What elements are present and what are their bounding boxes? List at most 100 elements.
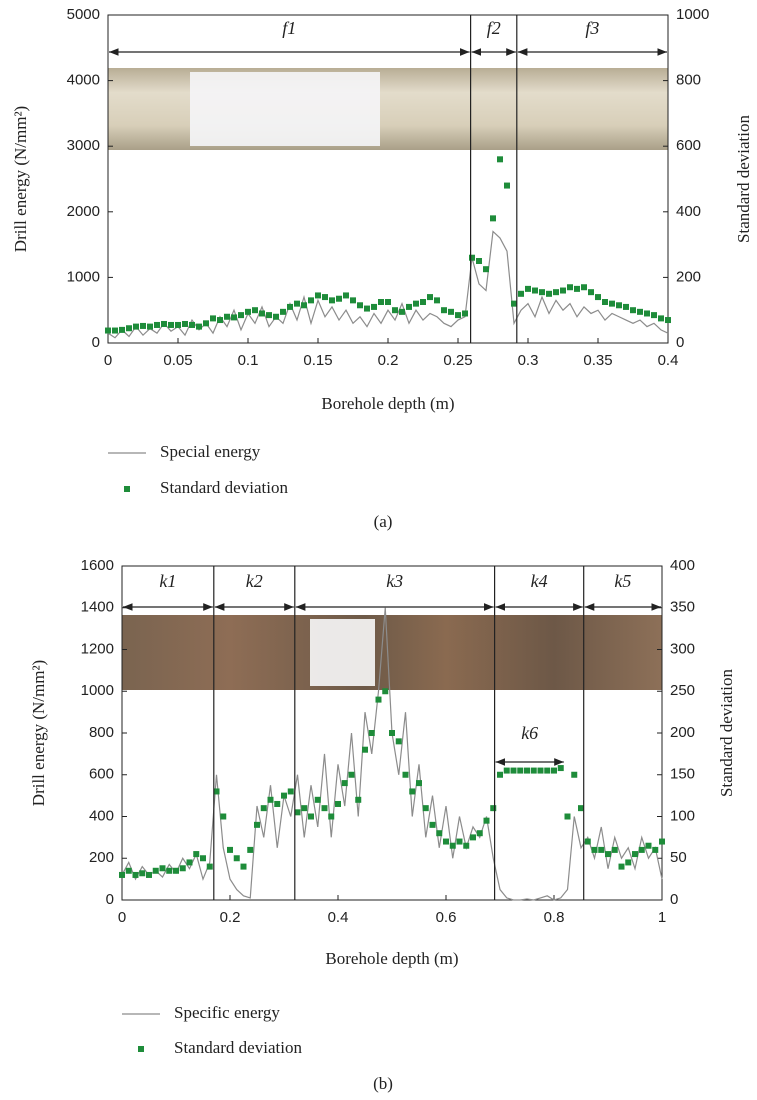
std-point: [217, 317, 223, 324]
std-point: [252, 307, 258, 314]
legend-marker: [124, 486, 130, 492]
std-point: [616, 302, 622, 309]
std-point: [159, 865, 166, 872]
std-point: [434, 297, 440, 304]
y-axis-title: Drill energy (N/mm²): [29, 660, 48, 806]
std-point: [429, 821, 436, 828]
y-axis-title: Drill energy (N/mm²): [11, 106, 30, 252]
std-point: [490, 215, 496, 222]
y-tick-label: 200: [89, 849, 114, 866]
std-point: [469, 254, 475, 261]
y2-axis-title: Standard deviation: [734, 115, 753, 243]
legend-label: Standard deviation: [160, 478, 288, 497]
std-point: [644, 310, 650, 317]
std-point: [350, 297, 356, 304]
y2-tick-label: 250: [670, 682, 695, 699]
x-axis-title: Borehole depth (m): [325, 949, 458, 968]
std-point: [382, 688, 389, 695]
region-label: k3: [386, 571, 403, 591]
std-point: [220, 813, 227, 820]
std-point: [152, 867, 159, 874]
std-point: [645, 842, 652, 849]
x-tick-label: 0.2: [378, 352, 399, 369]
std-point: [140, 322, 146, 329]
std-point: [385, 299, 391, 305]
std-point: [659, 838, 665, 845]
std-point: [315, 292, 321, 299]
std-point: [455, 312, 461, 319]
std-point: [517, 767, 524, 774]
std-point: [525, 285, 531, 292]
std-point: [581, 284, 587, 291]
std-point: [436, 830, 443, 837]
y2-axis-title: Standard deviation: [717, 669, 736, 797]
y-tick-label: 4000: [67, 72, 100, 89]
std-point: [154, 321, 160, 328]
x-tick-label: 0: [104, 352, 112, 369]
region-label: f3: [585, 18, 599, 38]
y-tick-label: 3000: [67, 137, 100, 154]
x-tick-label: 0.1: [238, 352, 259, 369]
std-point: [362, 746, 368, 753]
std-point: [260, 805, 267, 812]
std-point: [196, 323, 202, 330]
legend-marker: [138, 1046, 144, 1052]
y2-tick-label: 0: [676, 334, 684, 351]
std-point: [189, 321, 195, 328]
y2-tick-label: 400: [676, 203, 701, 220]
y2-tick-label: 400: [670, 557, 695, 574]
std-point: [139, 870, 146, 877]
y-tick-label: 400: [89, 807, 114, 824]
y-tick-label: 0: [106, 891, 114, 908]
y-tick-label: 1200: [81, 640, 114, 657]
std-point: [652, 846, 659, 853]
std-point: [375, 696, 382, 703]
std-point: [210, 315, 216, 322]
std-point: [173, 867, 179, 874]
std-point: [287, 788, 294, 795]
std-point: [560, 287, 566, 294]
std-point: [273, 313, 279, 320]
std-point: [168, 321, 174, 328]
std-point: [530, 767, 537, 774]
std-point: [355, 796, 362, 803]
x-tick-label: 0.2: [220, 909, 241, 926]
legend-label: Specific energy: [174, 1003, 280, 1022]
std-point: [301, 302, 307, 309]
std-point: [329, 297, 335, 304]
std-point: [266, 312, 272, 319]
std-point: [409, 788, 416, 795]
std-point: [578, 805, 584, 812]
std-point: [182, 320, 188, 327]
y-tick-label: 1600: [81, 557, 114, 574]
std-point: [532, 287, 538, 294]
y2-tick-label: 600: [676, 137, 701, 154]
std-point: [186, 859, 193, 866]
legend-label: Special energy: [160, 442, 261, 461]
std-point: [371, 303, 377, 310]
y2-tick-label: 0: [670, 891, 678, 908]
y-tick-label: 2000: [67, 203, 100, 220]
std-point: [254, 821, 260, 828]
caption: (a): [374, 512, 393, 531]
std-point: [378, 299, 384, 305]
std-point: [416, 780, 422, 787]
core-label-band: [190, 72, 380, 146]
std-point: [247, 846, 254, 853]
std-point: [511, 300, 517, 307]
std-point: [490, 805, 497, 812]
std-point: [175, 321, 181, 328]
std-point: [161, 320, 167, 327]
std-point: [591, 846, 598, 853]
std-point: [625, 859, 632, 866]
std-point: [119, 871, 125, 878]
std-point: [231, 314, 237, 321]
y2-tick-label: 800: [676, 72, 701, 89]
std-point: [470, 834, 476, 841]
std-point: [203, 320, 209, 327]
x-tick-label: 0.6: [436, 909, 457, 926]
std-point: [420, 299, 426, 305]
std-point: [483, 266, 489, 273]
std-point: [227, 846, 233, 853]
